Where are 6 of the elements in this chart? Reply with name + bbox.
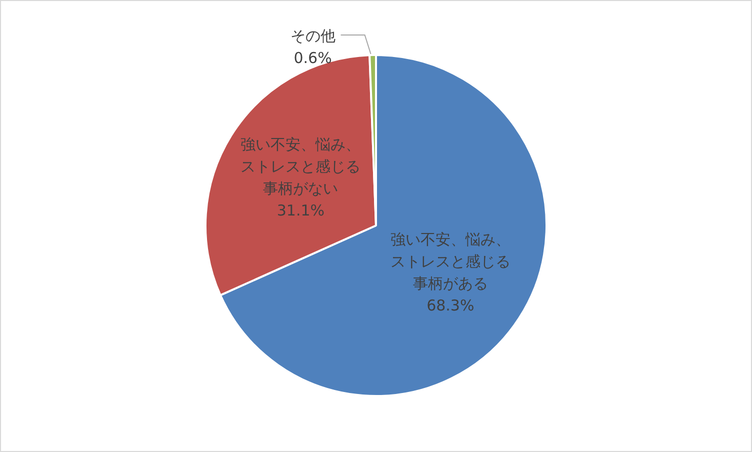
data-label: 31.1% <box>276 202 325 220</box>
data-label: 68.3% <box>426 296 474 315</box>
slice-label: 強い不安、悩み、ストレスと感じる事柄がない <box>240 136 361 198</box>
data-label: 0.6% <box>294 48 332 67</box>
slice-label: その他 <box>290 26 336 45</box>
slice-label: 強い不安、悩み、ストレスと感じる事柄がある <box>390 230 510 293</box>
